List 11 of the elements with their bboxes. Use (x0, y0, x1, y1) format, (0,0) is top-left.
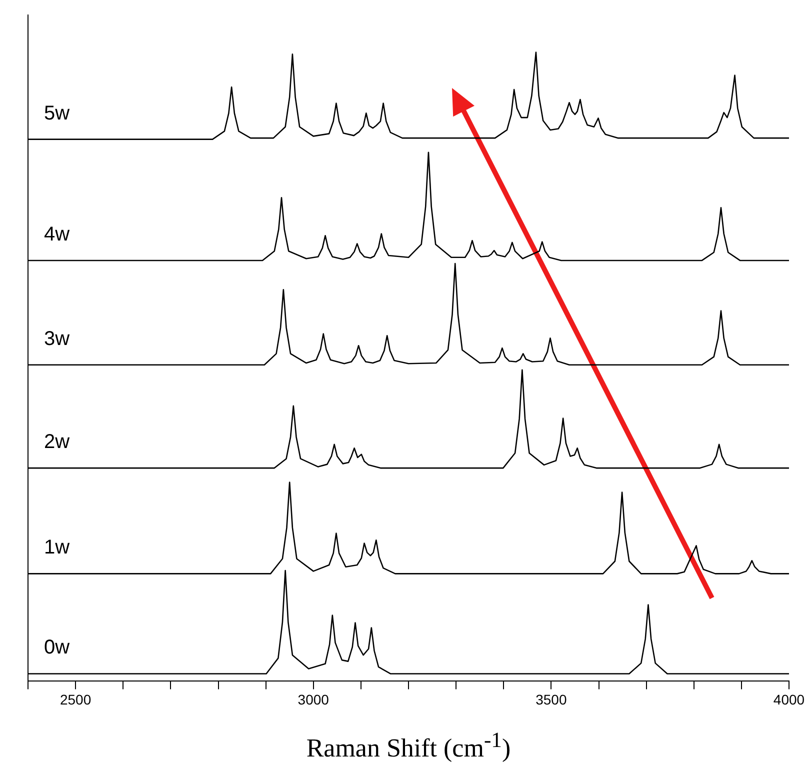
x-tick-label: 3500 (536, 691, 567, 708)
series-label: 5w (44, 102, 70, 124)
x-tick-label: 4000 (773, 691, 805, 708)
series-label: 2w (44, 431, 70, 454)
series-label: 0w (44, 636, 70, 659)
x-tick-label: 3000 (298, 691, 330, 708)
series-label: 3w (44, 328, 70, 350)
series-label: 1w (44, 536, 70, 559)
series-label: 4w (44, 223, 70, 246)
x-axis-title: Raman Shift (cm$^{-1}$) (305, 728, 512, 764)
x-tick-label: 2500 (60, 691, 92, 708)
